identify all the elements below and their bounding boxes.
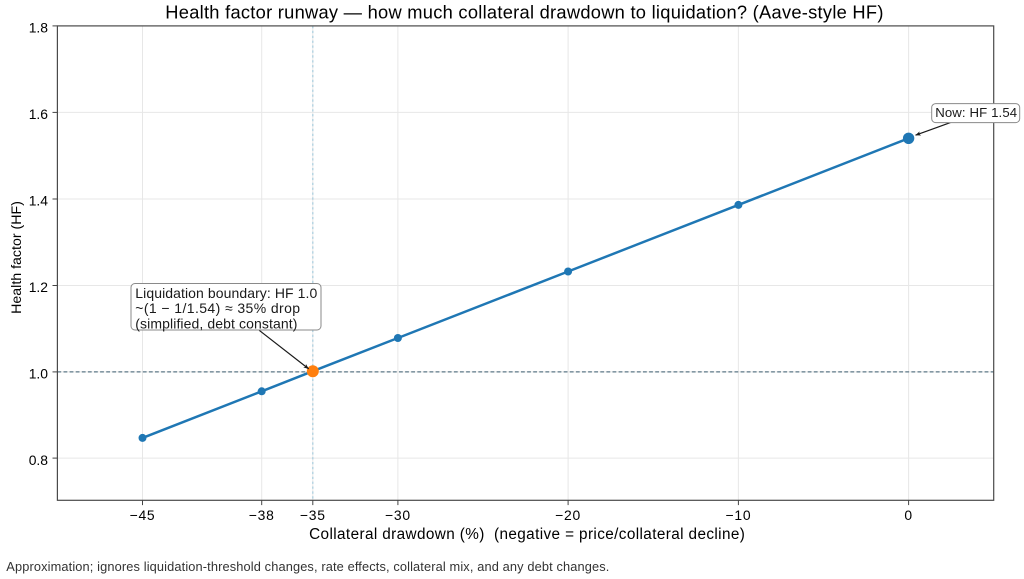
svg-text:1.6: 1.6 bbox=[29, 106, 49, 122]
svg-text:1.0: 1.0 bbox=[29, 366, 49, 382]
svg-text:−38: −38 bbox=[249, 507, 275, 523]
svg-text:1.4: 1.4 bbox=[29, 193, 49, 209]
svg-text:−10: −10 bbox=[725, 507, 751, 523]
svg-text:0.8: 0.8 bbox=[29, 452, 49, 468]
svg-text:Now: HF 1.54: Now: HF 1.54 bbox=[935, 105, 1017, 120]
svg-text:1.2: 1.2 bbox=[29, 279, 49, 295]
svg-text:−45: −45 bbox=[130, 507, 156, 523]
svg-text:Liquidation boundary: HF 1.0: Liquidation boundary: HF 1.0 bbox=[135, 285, 317, 301]
svg-text:−35: −35 bbox=[300, 507, 326, 523]
svg-text:(simplified, debt constant): (simplified, debt constant) bbox=[135, 315, 297, 331]
svg-text:Collateral drawdown (%) (nega: Collateral drawdown (%) (negative = pric… bbox=[309, 526, 745, 543]
svg-text:~(1 − 1/1.54) ≈ 35% drop: ~(1 − 1/1.54) ≈ 35% drop bbox=[135, 300, 300, 316]
svg-text:1.8: 1.8 bbox=[29, 19, 49, 35]
svg-text:Approximation; ignores liquida: Approximation; ignores liquidation-thres… bbox=[6, 559, 609, 574]
svg-text:Health factor (HF): Health factor (HF) bbox=[9, 201, 25, 314]
svg-text:−30: −30 bbox=[385, 507, 411, 523]
svg-text:0: 0 bbox=[904, 507, 912, 523]
svg-text:−20: −20 bbox=[555, 507, 581, 523]
svg-text:Health factor runway — how muc: Health factor runway — how much collater… bbox=[165, 2, 883, 23]
